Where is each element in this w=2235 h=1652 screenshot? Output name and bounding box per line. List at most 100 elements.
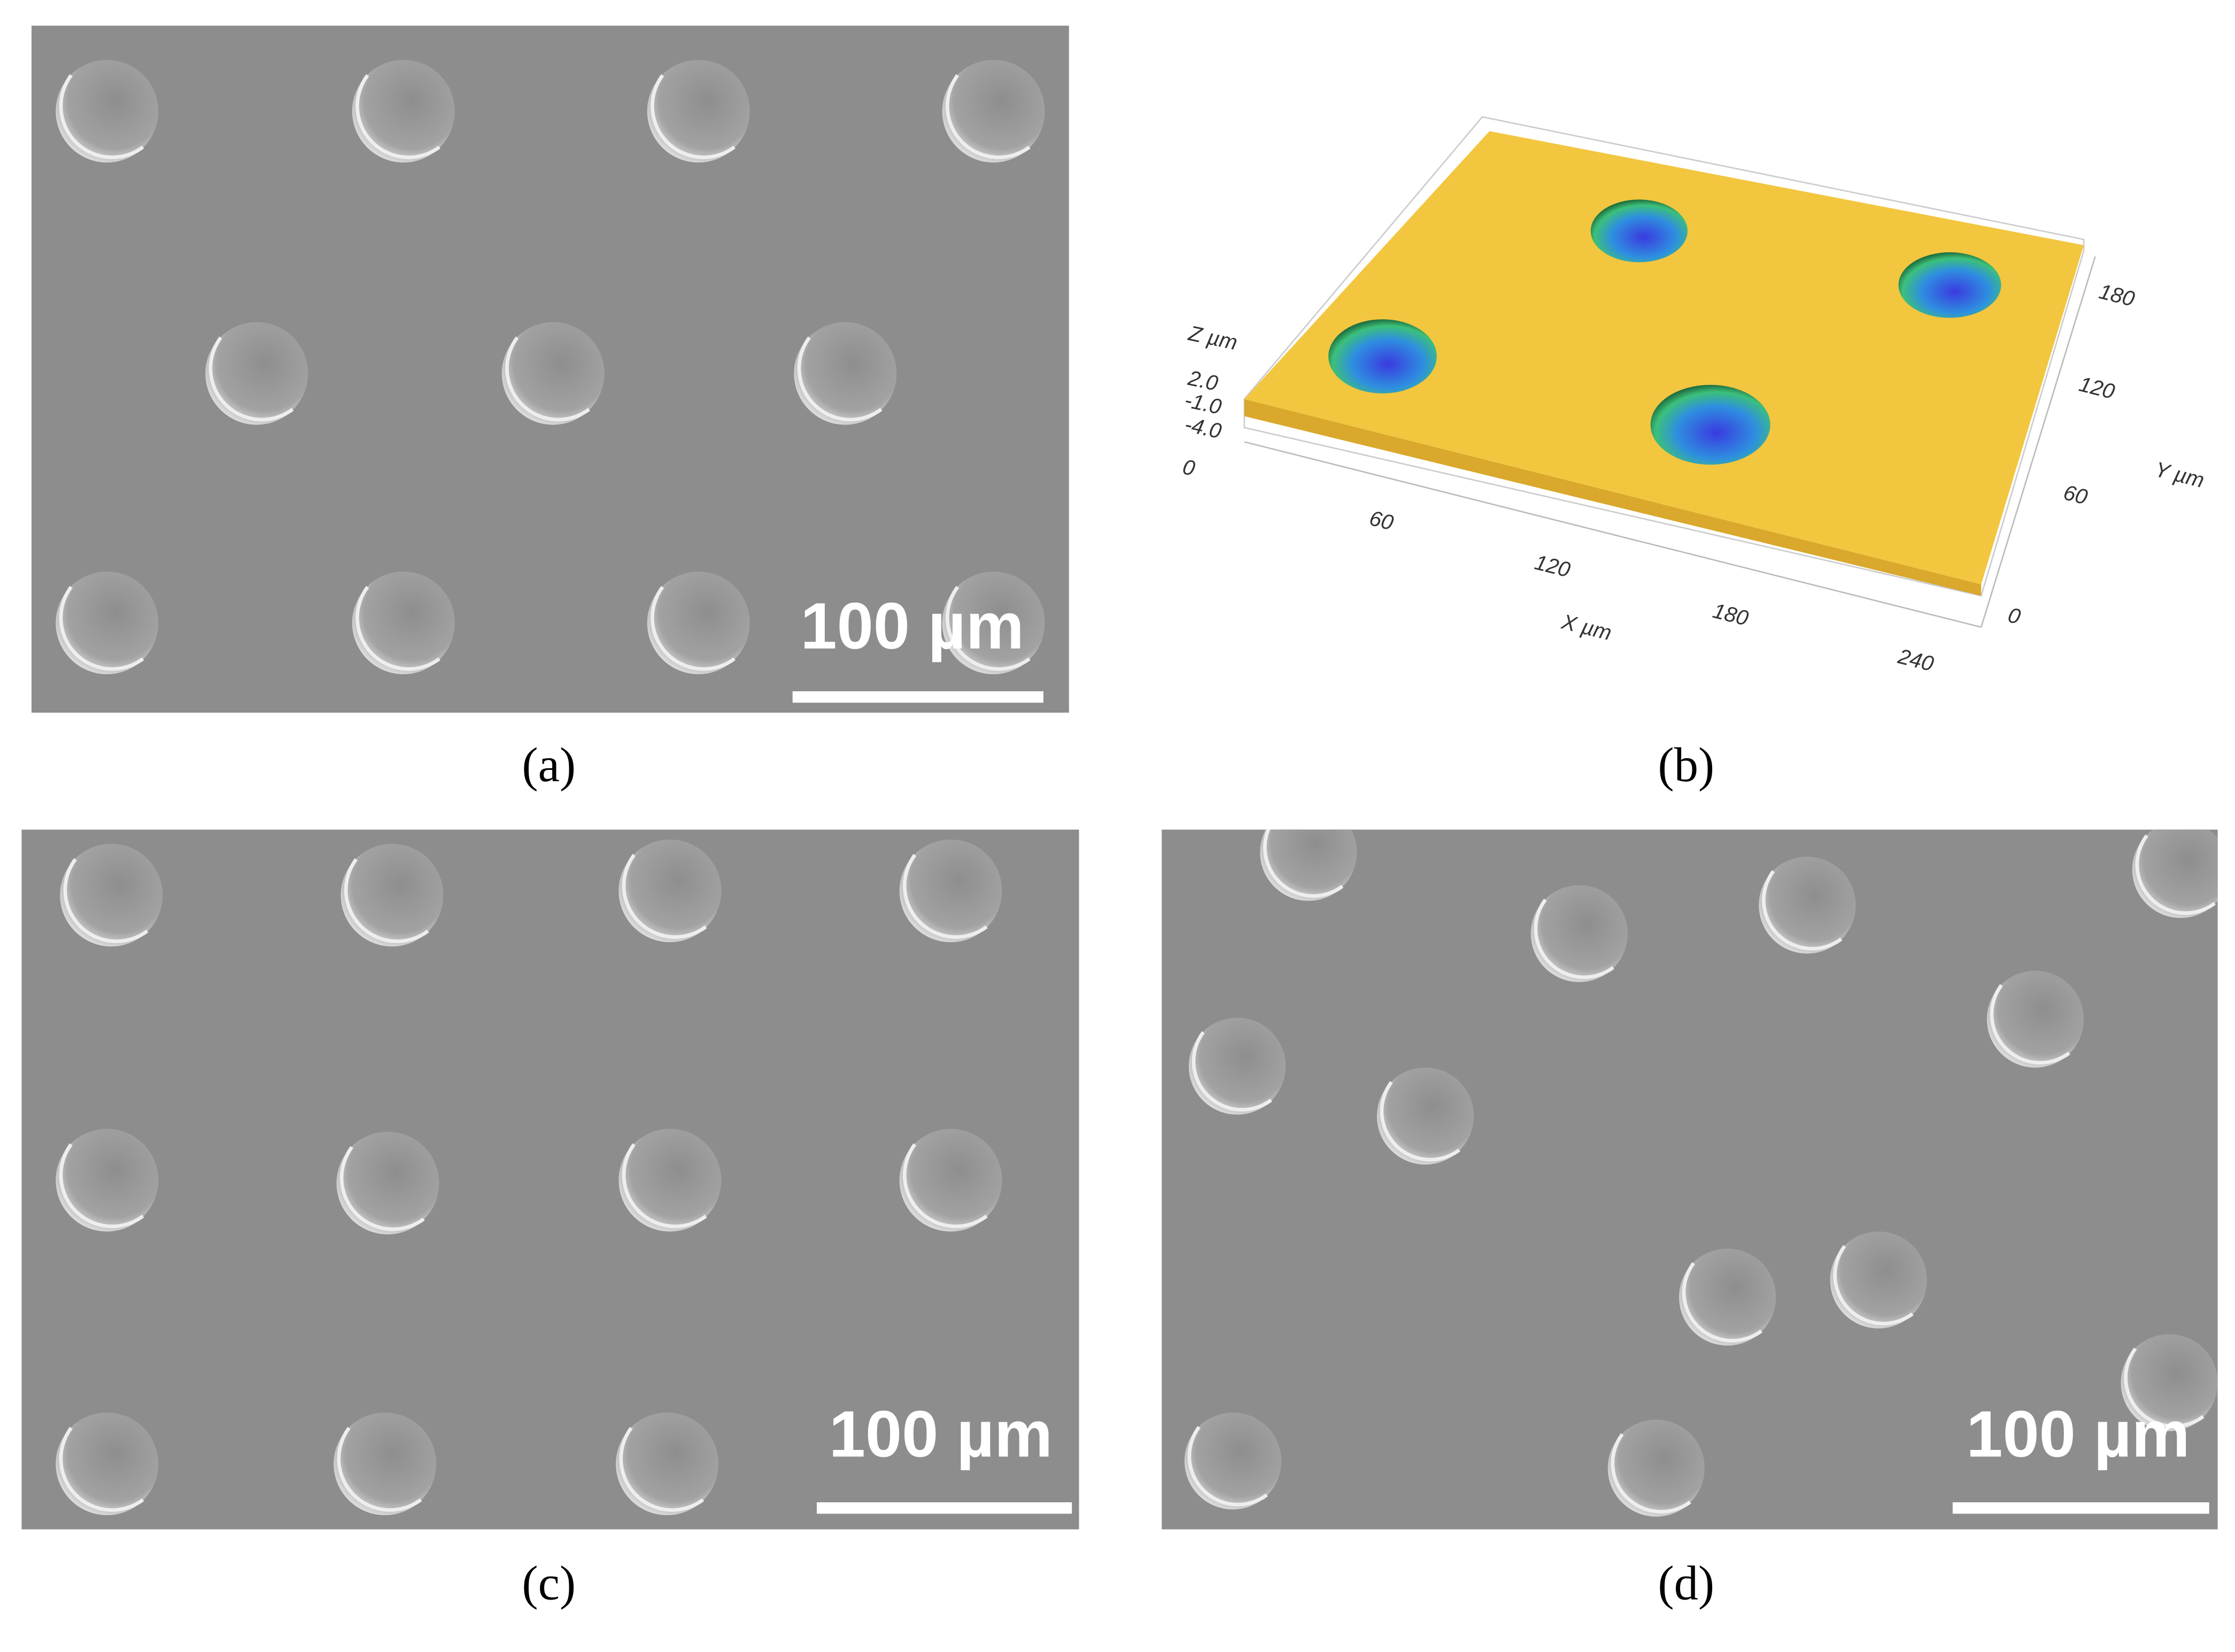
y-tick-label: 180	[2097, 280, 2137, 311]
crater-rim	[355, 74, 440, 159]
crater-rim	[1990, 984, 2070, 1065]
pit	[1898, 252, 2001, 318]
x-axis-label: X µm	[1559, 610, 1614, 645]
crater	[352, 572, 455, 675]
crater	[618, 1129, 722, 1232]
crater-rim	[355, 585, 440, 671]
crater-rim	[344, 858, 429, 943]
crater	[647, 59, 750, 163]
panel-caption: (c)	[522, 1556, 576, 1610]
crater	[2121, 1334, 2218, 1431]
crater	[618, 839, 722, 943]
crater-rim	[622, 854, 707, 939]
scale-bar-label: 100 µm	[1966, 1398, 2190, 1471]
crater-rim	[2124, 1347, 2205, 1428]
crater-rim	[1380, 1081, 1460, 1162]
surface-side	[1244, 399, 1982, 596]
crater-rim	[59, 1143, 144, 1229]
x-tick-label: 60	[1367, 506, 1396, 535]
crater	[1188, 1017, 1286, 1115]
crater-rim	[1263, 829, 1344, 898]
crater	[1986, 970, 2084, 1068]
y-tick-label: 120	[2077, 372, 2117, 404]
crater-rim	[797, 336, 883, 422]
crater	[942, 59, 1045, 163]
scale-bar-label: 100 µm	[829, 1398, 1053, 1471]
crater-rim	[1611, 1433, 1691, 1514]
crater	[336, 1131, 439, 1234]
pit	[1590, 199, 1688, 263]
panel-caption: (a)	[522, 738, 576, 792]
panel-caption: (d)	[1658, 1556, 1714, 1610]
crater-rim	[59, 74, 144, 159]
pit	[1650, 384, 1770, 465]
crater-rim	[1762, 870, 1843, 951]
crater-rim	[650, 585, 736, 671]
crater	[1830, 1231, 1927, 1329]
crater	[56, 1412, 159, 1516]
crater-rim	[505, 336, 590, 422]
surface-top	[1244, 131, 2084, 585]
crater	[794, 322, 897, 425]
crater	[352, 59, 455, 163]
panel-caption: (b)	[1658, 738, 1714, 792]
axis-line	[1980, 256, 2096, 628]
sem-background	[1162, 829, 2218, 1530]
crater	[942, 572, 1045, 675]
axis-line	[1244, 441, 1982, 628]
crater-rim	[337, 1426, 422, 1512]
crater-rim	[339, 1146, 425, 1231]
pit	[1328, 319, 1437, 393]
sem-image: 100 µm	[31, 25, 1069, 713]
crater	[1607, 1419, 1705, 1517]
y-tick-label: 0	[2006, 603, 2023, 629]
crater-rim	[902, 1143, 988, 1229]
sem-content	[21, 829, 1079, 1530]
crater-rim	[945, 74, 1031, 159]
crater	[56, 1129, 159, 1232]
sem-content	[31, 25, 1069, 713]
crater	[1376, 1067, 1474, 1165]
crater	[1184, 1412, 1282, 1510]
crater-rim	[2135, 834, 2216, 915]
origin-label: 0	[1180, 455, 1197, 481]
crater	[341, 844, 444, 947]
crater-rim	[650, 74, 736, 159]
crater	[501, 322, 605, 425]
crater-rim	[1682, 1262, 1763, 1342]
crater-rim	[63, 858, 149, 943]
crater-rim	[622, 1143, 707, 1229]
crater	[1530, 885, 1628, 982]
crater	[1679, 1248, 1776, 1346]
scale-bar-label: 100 µm	[800, 589, 1024, 662]
crater-rim	[1192, 1031, 1272, 1112]
crater	[647, 572, 750, 675]
crater	[899, 1129, 1002, 1232]
sem-content	[1162, 829, 2218, 1530]
crater	[899, 839, 1002, 943]
sem-image: 100 µm	[1162, 829, 2218, 1530]
crater	[1260, 829, 1357, 901]
x-tick-label: 180	[1711, 599, 1751, 630]
crater-rim	[59, 585, 144, 671]
crater-rim	[59, 1426, 144, 1512]
crater	[56, 59, 159, 163]
plot-box-back	[1243, 116, 2085, 597]
crater	[1759, 856, 1856, 954]
crater	[616, 1412, 718, 1516]
crater	[205, 322, 308, 425]
crater-rim	[1833, 1245, 1914, 1326]
crater-rim	[619, 1426, 705, 1512]
crater-rim	[208, 336, 294, 422]
crater-rim	[1534, 898, 1614, 979]
x-tick-label: 120	[1532, 551, 1572, 582]
sem-image: 100 µm	[21, 829, 1079, 1530]
z-axis-label: Z µm	[1186, 321, 1240, 354]
crater	[2132, 829, 2218, 918]
crater-rim	[902, 854, 988, 939]
x-tick-label: 240	[1895, 644, 1936, 676]
